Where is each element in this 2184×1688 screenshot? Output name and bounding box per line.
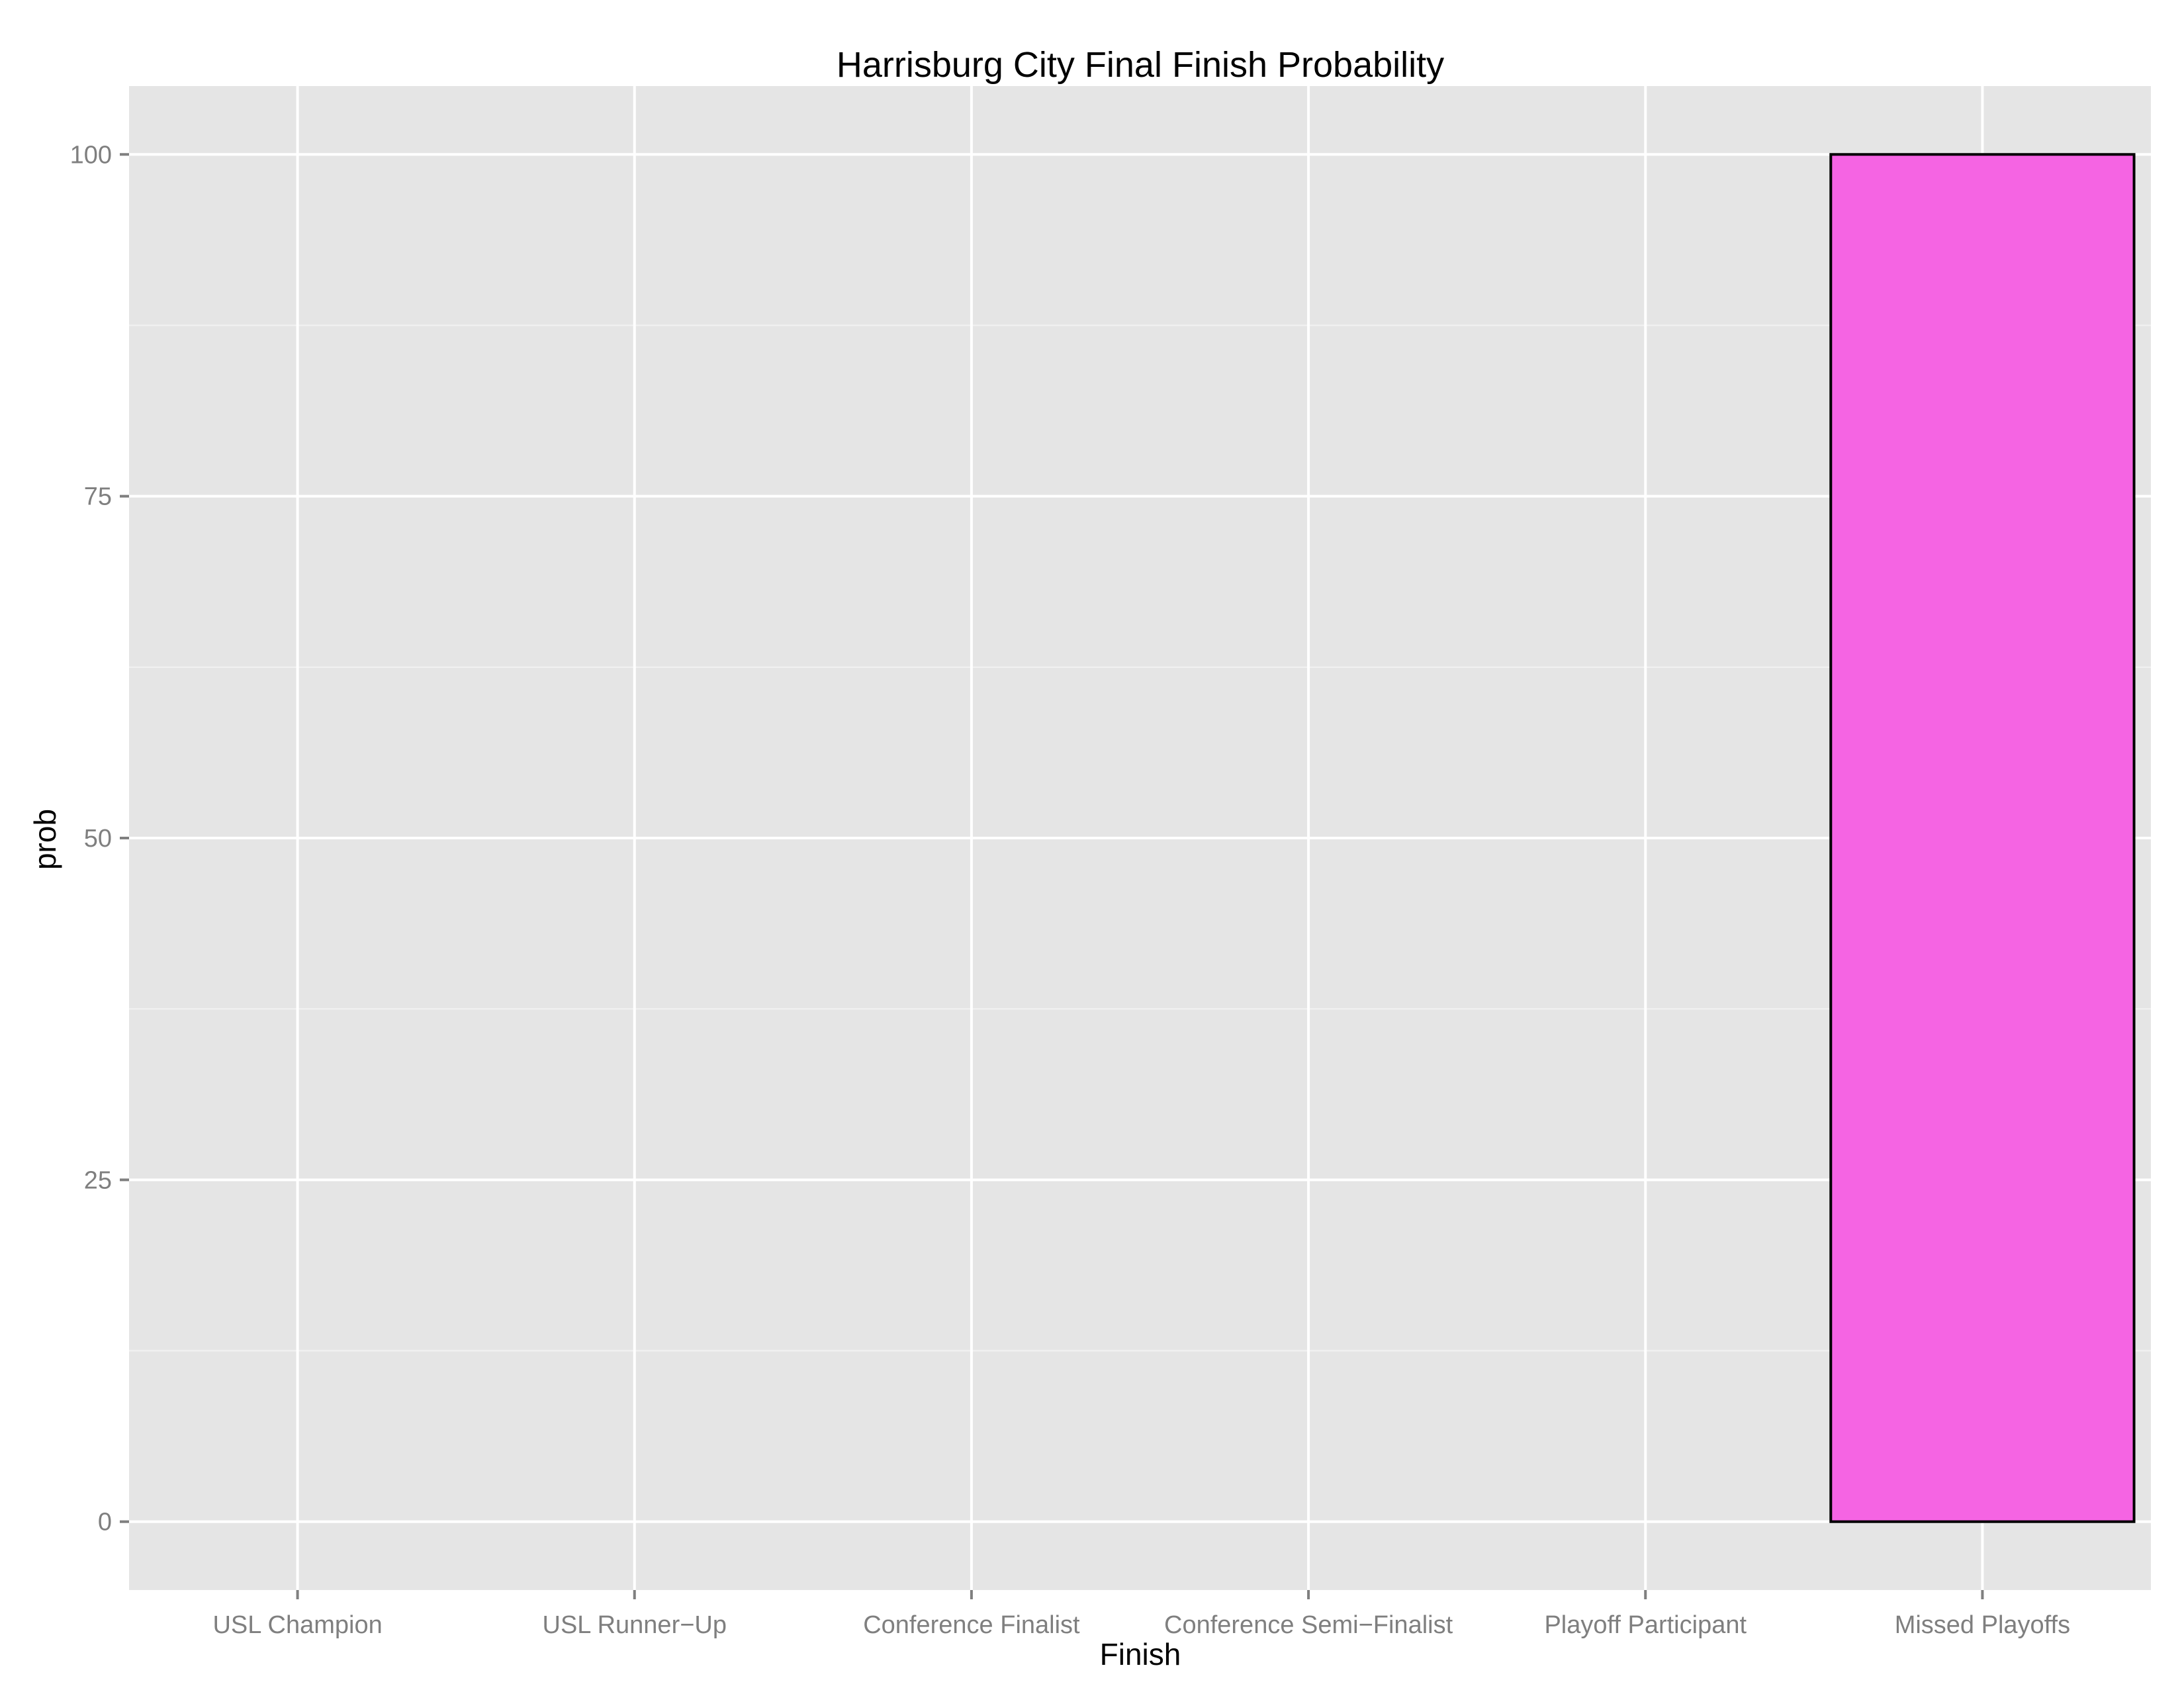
y-tick-label: 50 <box>84 825 112 853</box>
x-axis-title: Finish <box>1100 1637 1181 1671</box>
x-axis: USL Champion USL Runner−Up Conference Fina… <box>212 1590 2070 1639</box>
x-tick-label: USL Runner−Up <box>543 1611 727 1639</box>
y-tick-label: 100 <box>70 141 112 169</box>
y-axis: 0 25 50 75 100 <box>70 141 129 1536</box>
bars <box>1829 153 2136 1523</box>
x-tick-label: Conference Semi−Finalist <box>1164 1611 1453 1639</box>
x-tick-label: Playoff Participant <box>1544 1611 1747 1639</box>
y-tick-label: 25 <box>84 1166 112 1194</box>
y-tick-label: 75 <box>84 483 112 511</box>
x-tick-label: Conference Finalist <box>863 1611 1080 1639</box>
y-axis-title: prob <box>28 809 62 870</box>
bar <box>1829 153 2136 1523</box>
x-tick-label: USL Champion <box>212 1611 382 1639</box>
y-tick-label: 0 <box>98 1509 112 1536</box>
x-tick-label: Missed Playoffs <box>1895 1611 2070 1639</box>
minor-gridlines <box>129 324 2151 1352</box>
chart-title: Harrisburg City Final Finish Probability <box>837 45 1444 85</box>
